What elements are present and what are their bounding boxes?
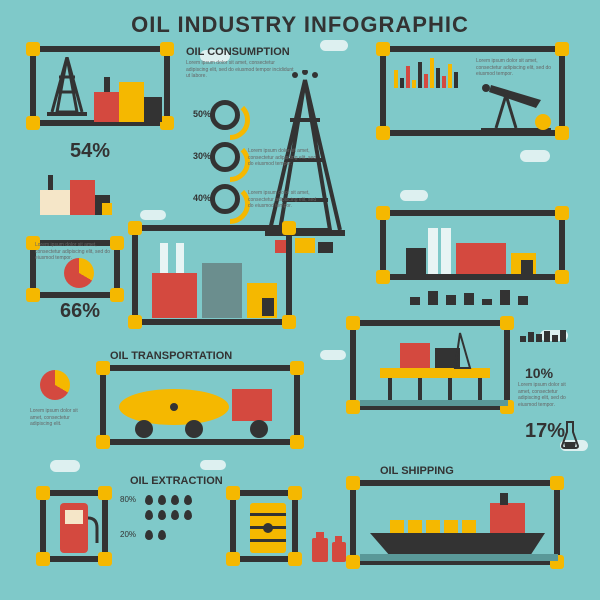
drop-icon [184,510,192,520]
gas-pump-icon [52,498,102,558]
cloud [140,210,166,220]
plant-icon [406,218,546,276]
frame-platform [350,320,510,410]
drop-icon [158,530,166,540]
drop-icon [145,530,153,540]
donut-lorem-1: Lorem ipsum dolor sit amet, consectetur … [248,148,318,168]
donut-50: 50% [210,100,240,130]
flask-icon [560,420,580,450]
refinery-icon [142,233,290,321]
pct-54: 54% [70,140,110,163]
pump-lorem: Lorem ipsum dolor sit amet, consectetur … [476,58,561,78]
bar-chart-mid [410,290,528,305]
extraction-title: OIL EXTRACTION [130,475,223,487]
cloud [320,40,348,51]
drop-icon [171,510,179,520]
drop-icon [184,495,192,505]
consumption-title: OIL CONSUMPTION [186,46,290,58]
donut-40: 40% [210,184,240,214]
pie-chart-icon [64,258,94,288]
frame-barrel [230,490,298,562]
pct-80: 80% [120,495,136,504]
transport-lorem: Lorem ipsum dolor sit amet, consectetur … [30,408,90,428]
frame-truck [100,365,300,445]
drop-icon [145,510,153,520]
pct-20: 20% [120,530,136,539]
frame-plant [380,210,565,280]
frame-ship [350,480,560,565]
cloud [50,460,80,472]
pie-lorem: Lorem ipsum dolor sit amet, consectetur … [35,242,115,262]
factory-icon [94,72,164,122]
cloud [520,150,550,162]
transportation-title: OIL TRANSPORTATION [110,350,232,362]
drop-icon [158,510,166,520]
pumpjack-icon [461,80,561,135]
truck-icon [114,379,294,439]
bar-chart-top [394,58,458,88]
frame-pump-station [40,490,108,562]
cloud [320,350,346,360]
frame-refinery [132,225,292,325]
ship-icon [360,488,558,561]
cloud [400,190,428,201]
drop-icon [158,495,166,505]
frame-pump: Lorem ipsum dolor sit amet, consectetur … [380,46,565,136]
platform-lorem: Lorem ipsum dolor sit amet, consectetur … [518,382,573,408]
cloud [200,460,226,470]
pct-66: 66% [60,300,100,323]
jerrycan-icon [310,530,350,565]
pie-transport-icon [40,370,70,400]
shipping-title: OIL SHIPPING [380,465,454,477]
pct-10: 10% [525,365,553,381]
bar-chart-platform [520,330,566,342]
donut-30: 30% [210,142,240,172]
frame-consumption [30,46,170,126]
barrel-icon [248,501,288,556]
donut-lorem-2: Lorem ipsum dolor sit amet, consectetur … [248,190,318,210]
platform-icon [360,328,508,406]
derrick-icon [42,57,92,122]
drop-icon [145,495,153,505]
drop-icon [171,495,179,505]
small-factory-icon [40,165,120,215]
main-title: OIL INDUSTRY INFOGRAPHIC [0,0,600,42]
